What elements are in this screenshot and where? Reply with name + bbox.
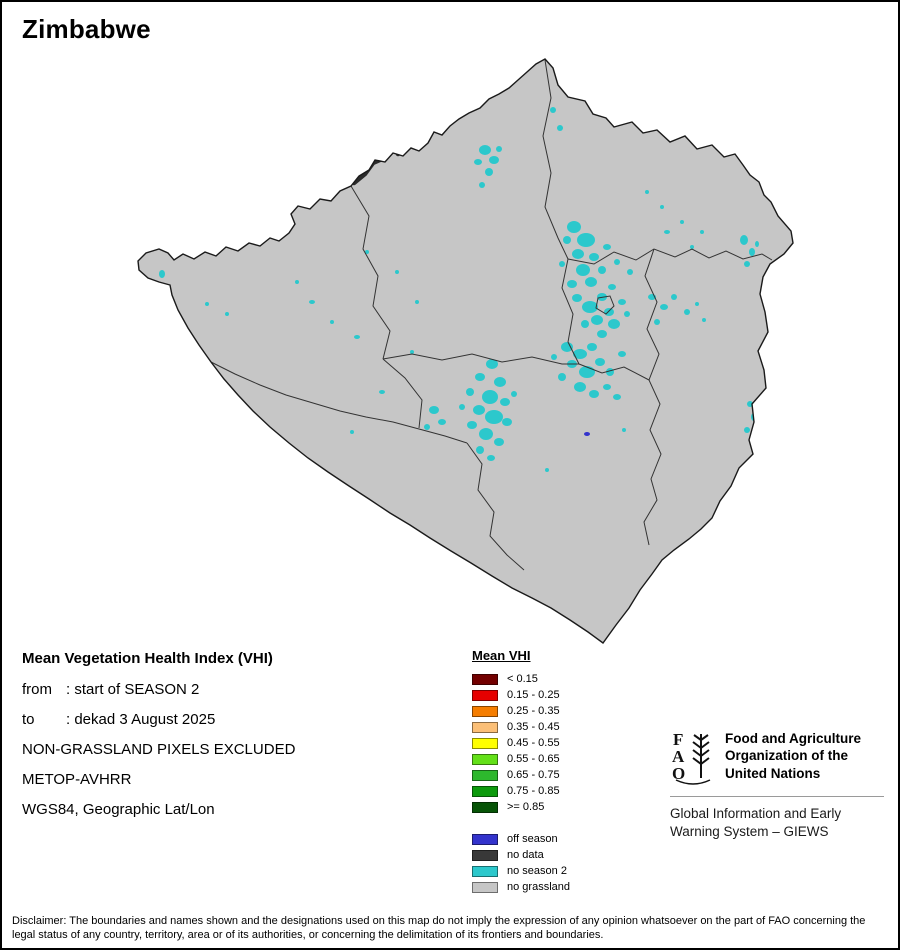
legend-swatch	[472, 705, 498, 717]
fao-divider	[670, 796, 884, 797]
legend-label: 0.35 - 0.45	[507, 721, 560, 733]
fao-org-line: Organization of the	[725, 748, 848, 764]
legend-row: off season	[472, 831, 570, 847]
legend-row: 0.15 - 0.25	[472, 687, 570, 703]
fao-header: F A O Food and Agriculture Organization …	[670, 728, 884, 786]
info-value: dekad 3 August 2025	[74, 711, 216, 728]
legend-row: < 0.15	[472, 671, 570, 687]
fao-logo: F A O	[672, 730, 711, 785]
legend-swatch	[472, 689, 498, 701]
legend-label: < 0.15	[507, 673, 538, 685]
legend-row: no data	[472, 847, 570, 863]
legend-swatch	[472, 833, 498, 845]
info-heading: Mean Vegetation Health Index (VHI)	[22, 650, 273, 667]
legend-label: 0.75 - 0.85	[507, 785, 560, 797]
legend-row: no grassland	[472, 879, 570, 895]
fao-org-name: Food and Agriculture Organization of the…	[725, 728, 861, 782]
legend-swatch	[472, 721, 498, 733]
fao-logo-letter-o: O	[672, 764, 685, 783]
fao-block: F A O Food and Agriculture Organization …	[670, 728, 884, 841]
legend-row: 0.45 - 0.55	[472, 735, 570, 751]
legend-label: 0.45 - 0.55	[507, 737, 560, 749]
page-title: Zimbabwe	[22, 14, 151, 44]
info-line-projection: WGS84, Geographic Lat/Lon	[22, 801, 215, 818]
legend-swatch	[472, 769, 498, 781]
info-value: start of SEASON 2	[74, 681, 200, 698]
fao-org-line: United Nations	[725, 765, 821, 781]
giews-line: Warning System – GIEWS	[670, 824, 829, 840]
fao-org-line: Food and Agriculture	[725, 731, 861, 746]
info-label: to	[22, 711, 35, 728]
legend-swatch	[472, 785, 498, 797]
legend-gap	[472, 815, 570, 831]
legend-swatch	[472, 753, 498, 765]
legend-label: 0.55 - 0.65	[507, 753, 560, 765]
info-line-exclusion: NON-GRASSLAND PIXELS EXCLUDED	[22, 741, 296, 758]
fiat-panis-arc	[675, 779, 711, 785]
legend-label: off season	[507, 833, 558, 845]
disclaimer-text: Disclaimer: The boundaries and names sho…	[12, 914, 866, 942]
info-line-sensor: METOP-AVHRR	[22, 771, 132, 788]
legend-row: 0.65 - 0.75	[472, 767, 570, 783]
country-outline	[137, 58, 794, 644]
legend-row: no season 2	[472, 863, 570, 879]
legend: Mean VHI < 0.15 0.15 - 0.25 0.25 - 0.35 0.3…	[472, 648, 570, 895]
legend-title: Mean VHI	[472, 648, 531, 663]
legend-row: 0.75 - 0.85	[472, 783, 570, 799]
info-label: from	[22, 681, 52, 698]
legend-swatch	[472, 673, 498, 685]
info-row-to: to: dekad 3 August 2025	[22, 711, 295, 728]
giews-line: Global Information and Early	[670, 806, 842, 821]
legend-row: 0.35 - 0.45	[472, 719, 570, 735]
legend-swatch	[472, 737, 498, 749]
wheat-icon	[692, 734, 710, 778]
info-separator: :	[66, 681, 71, 698]
legend-label: 0.15 - 0.25	[507, 689, 560, 701]
legend-label: 0.25 - 0.35	[507, 705, 560, 717]
legend-row: 0.55 - 0.65	[472, 751, 570, 767]
province-boundaries	[210, 59, 773, 571]
zimbabwe-map	[137, 58, 794, 644]
legend-label: no grassland	[507, 881, 570, 893]
legend-label: no season 2	[507, 865, 567, 877]
legend-label: >= 0.85	[507, 801, 545, 813]
fao-logo-letter-a: A	[672, 747, 685, 766]
legend-swatch	[472, 801, 498, 813]
legend-label: 0.65 - 0.75	[507, 769, 560, 781]
legend-extras: off season no data no season 2 no grassland	[472, 831, 570, 895]
legend-row: 0.25 - 0.35	[472, 703, 570, 719]
country-fill	[138, 59, 793, 643]
legend-swatch	[472, 881, 498, 893]
legend-classes: < 0.15 0.15 - 0.25 0.25 - 0.35 0.35 - 0.45 0…	[472, 671, 570, 815]
vhi-info-block: Mean Vegetation Health Index (VHI) from:…	[22, 650, 295, 831]
legend-swatch	[472, 849, 498, 861]
info-row-from: from: start of SEASON 2	[22, 681, 295, 698]
giews-name: Global Information and Early Warning Sys…	[670, 805, 884, 841]
info-separator: :	[66, 711, 71, 728]
legend-row: >= 0.85	[472, 799, 570, 815]
legend-swatch	[472, 865, 498, 877]
legend-label: no data	[507, 849, 544, 861]
fao-logo-letter-f: F	[673, 730, 683, 749]
